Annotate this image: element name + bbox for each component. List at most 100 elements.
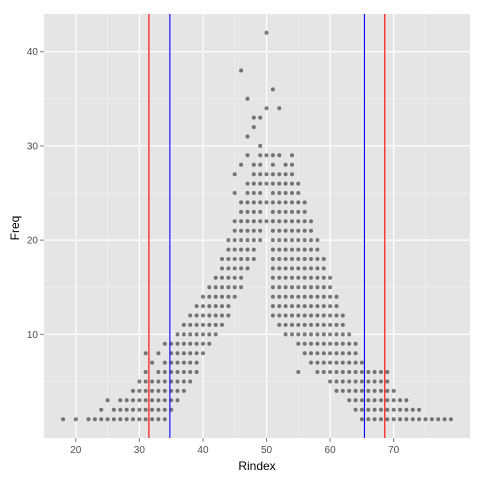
data-point [398,398,403,403]
data-point [315,294,320,299]
data-point [220,313,224,318]
data-point [207,294,212,299]
data-point [315,266,320,271]
data-point [258,200,263,205]
data-point [124,398,129,403]
data-point [239,247,244,252]
data-point [283,266,288,271]
data-point [181,351,186,356]
data-point [290,266,294,271]
data-point [372,398,377,403]
y-axis-ticks: 10 20 30 40 [27,47,44,341]
data-point [315,247,320,252]
data-point [296,200,301,205]
data-point [226,313,231,318]
data-point [226,275,231,280]
data-point [302,247,307,252]
data-point [315,257,320,261]
data-point [213,313,218,318]
data-point [232,228,237,233]
data-point [270,153,275,158]
data-point [156,417,161,422]
data-point [270,294,275,299]
data-point [194,304,199,309]
data-point [251,162,256,167]
data-point [245,181,250,186]
data-point [270,87,275,92]
data-point [181,341,186,346]
data-point [309,294,313,299]
data-point [283,275,288,280]
data-point [283,304,288,309]
data-point [340,341,345,346]
data-point [328,304,333,309]
data-point [290,285,294,290]
data-point [270,219,275,224]
data-point [156,351,161,356]
y-axis-title: Freq [8,216,22,241]
data-point [251,238,256,243]
data-point [302,313,307,318]
data-point [379,407,383,412]
data-point [213,304,218,309]
data-point [366,398,371,403]
x-tick-label: 20 [70,445,82,456]
data-point [188,322,193,327]
data-point [181,332,186,337]
data-point [309,304,313,309]
data-point [207,322,212,327]
data-point [309,360,313,365]
data-point [328,313,333,318]
data-point [340,360,345,365]
data-point [73,417,78,422]
data-point [277,257,282,261]
data-point [385,370,390,374]
data-point [270,238,275,243]
data-point [162,341,167,346]
data-point [162,379,167,384]
data-point [340,388,345,393]
data-point [334,360,339,365]
data-point [194,351,199,356]
data-point [162,360,167,365]
data-point [175,379,180,384]
data-point [270,275,275,280]
data-point [264,106,269,111]
data-point [385,388,390,393]
data-point [309,219,313,224]
data-point [296,341,301,346]
data-point [162,417,167,422]
data-point [239,228,244,233]
x-axis-title: Rindex [238,459,275,473]
data-point [270,181,275,186]
data-point [283,285,288,290]
data-point [270,266,275,271]
data-point [372,379,377,384]
data-point [283,294,288,299]
data-point [226,257,231,261]
data-point [410,407,415,412]
data-point [391,388,396,393]
data-point [296,228,301,233]
data-point [309,322,313,327]
data-point [137,417,142,422]
data-point [258,153,263,158]
data-point [232,294,237,299]
data-point [245,219,250,224]
data-point [156,407,161,412]
data-point [334,322,339,327]
data-point [302,275,307,280]
data-point [290,238,294,243]
data-point [359,398,364,403]
data-point [372,407,377,412]
data-point [175,351,180,356]
data-point [290,332,294,337]
data-point [436,417,441,422]
x-tick-label: 70 [388,445,400,456]
data-point [309,285,313,290]
data-point [328,341,333,346]
data-point [105,417,110,422]
data-point [188,379,193,384]
data-point [118,398,123,403]
data-point [372,388,377,393]
